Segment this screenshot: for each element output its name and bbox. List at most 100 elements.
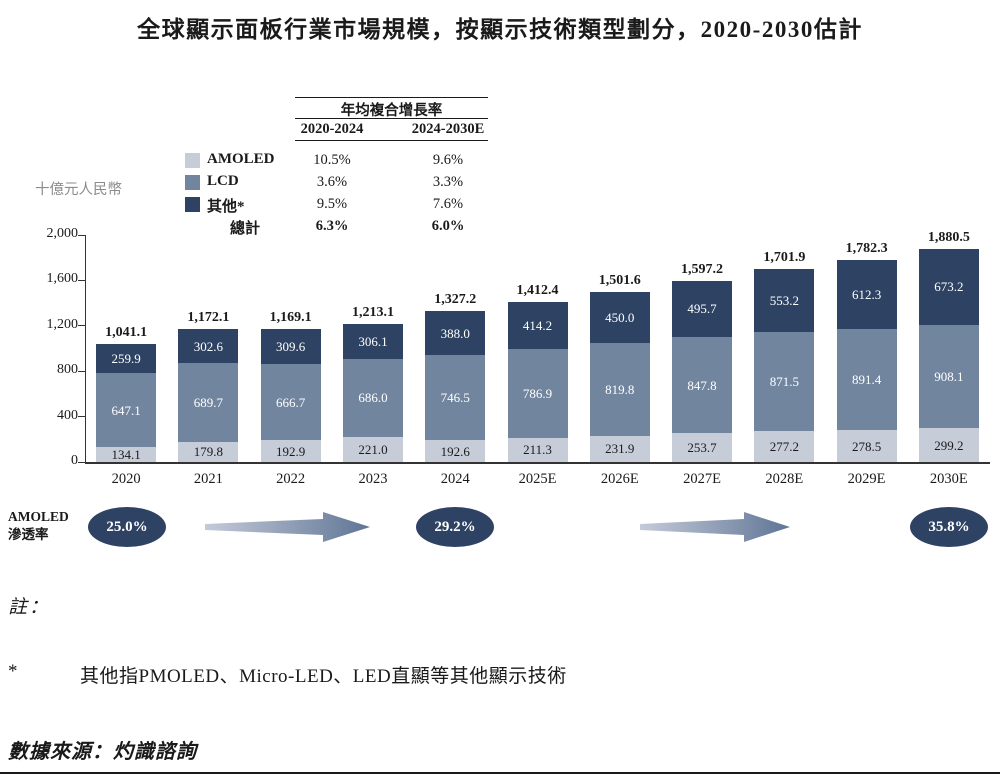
penetration-label: AMOLED 滲透率	[8, 508, 69, 544]
y-tick-label: 1,600	[46, 271, 79, 287]
right-arrow-icon	[640, 512, 790, 542]
y-tick-label: 2,000	[46, 226, 79, 241]
segment-lcd-2020: 647.1	[96, 373, 157, 447]
y-tick-mark	[78, 370, 85, 372]
x-axis-label: 2023	[358, 471, 388, 487]
bar-2027E: 495.7 847.8 253.7	[672, 280, 733, 462]
segment-lcd-2029E: 891.4	[836, 329, 897, 431]
segment-amoled-2024: 192.6	[425, 440, 486, 462]
segment-other-2023: 306.1	[342, 324, 403, 360]
cagr-value: 6.3%	[315, 218, 349, 234]
segment-amoled-2022: 192.9	[260, 440, 321, 462]
segment-lcd-2025E: 786.9	[507, 348, 568, 438]
x-axis-label: 2026E	[600, 471, 639, 487]
y-tick-mark	[78, 461, 85, 463]
bar-2023: 306.1 686.0 221.0	[342, 324, 403, 462]
segment-amoled-2026E: 231.9	[589, 435, 650, 462]
segment-amoled-2021: 179.8	[178, 441, 239, 462]
segment-value-label: 746.5	[440, 390, 470, 406]
cagr-table-title: 年均複合增長率	[340, 103, 443, 119]
note-heading: 註：	[8, 597, 51, 618]
segment-value-label: 278.5	[851, 438, 882, 454]
segment-value-label: 819.8	[605, 381, 635, 397]
segment-other-2028E: 553.2	[754, 268, 815, 332]
bar-total-label: 1,213.1	[351, 305, 394, 321]
divider	[295, 97, 488, 98]
x-axis-label: 2021	[193, 471, 223, 487]
bar-total-label: 1,782.3	[845, 240, 888, 256]
bar-2022: 309.6 666.7 192.9	[260, 329, 321, 462]
segment-value-label: 689.7	[193, 394, 224, 410]
cagr-value: 3.6%	[316, 174, 348, 190]
segment-amoled-2029E: 278.5	[836, 430, 897, 462]
divider	[295, 118, 488, 119]
segment-amoled-2023: 221.0	[342, 436, 403, 462]
segment-lcd-2021: 689.7	[178, 363, 239, 442]
x-axis-label: 2029E	[847, 471, 886, 487]
y-axis-unit-label: 十億元人民幣	[35, 182, 122, 198]
chart-title: 全球顯示面板行業市場規模，按顯示技術類型劃分，2020-2030估計	[137, 17, 863, 42]
segment-value-label: 231.9	[605, 441, 635, 457]
x-axis-label: 2022	[276, 471, 306, 487]
y-tick-label: 0	[71, 453, 78, 468]
legend-row-lcd: LCD 3.6% 3.3%	[0, 173, 500, 193]
segment-other-2030E: 673.2	[918, 248, 979, 325]
bottom-divider	[0, 772, 1000, 774]
y-tick-label: 400	[57, 407, 78, 423]
segment-other-2027E: 495.7	[672, 280, 733, 337]
segment-other-2026E: 450.0	[589, 291, 650, 343]
legend-label: LCD	[207, 173, 239, 189]
segment-lcd-2028E: 871.5	[754, 331, 815, 431]
segment-value-label: 134.1	[111, 446, 141, 462]
segment-value-label: 259.9	[111, 351, 141, 367]
x-axis-label: 2030E	[929, 471, 968, 487]
segment-value-label: 253.7	[687, 440, 717, 456]
segment-value-label: 647.1	[111, 402, 141, 418]
penetration-label-line1: AMOLED	[8, 509, 69, 524]
y-tick-mark	[78, 416, 85, 418]
bar-total-label: 1,880.5	[927, 229, 970, 245]
x-axis-label: 2025E	[518, 471, 557, 487]
legend-label: 總計	[230, 221, 261, 237]
segment-value-label: 686.0	[358, 390, 388, 406]
segment-value-label: 553.2	[769, 292, 799, 308]
penetration-badge-2024: 29.2%	[416, 507, 494, 547]
segment-lcd-2023: 686.0	[342, 359, 403, 437]
divider	[295, 140, 488, 141]
segment-amoled-2020: 134.1	[96, 446, 157, 462]
other-swatch-icon	[185, 197, 200, 212]
legend-label: AMOLED	[207, 151, 275, 167]
bar-total-label: 1,169.1	[269, 310, 312, 326]
footnote-marker: *	[8, 661, 18, 682]
segment-value-label: 211.3	[523, 442, 552, 458]
cagr-column-header-1: 2020-2024	[300, 121, 364, 137]
penetration-badge-2020: 25.0%	[88, 507, 166, 547]
segment-value-label: 388.0	[440, 325, 470, 341]
cagr-value: 7.6%	[432, 196, 464, 212]
y-axis-line	[85, 235, 86, 462]
legend-row-other: 其他* 9.5% 7.6%	[0, 195, 500, 215]
bar-2020: 259.9 647.1 134.1	[96, 343, 157, 462]
segment-amoled-2027E: 253.7	[672, 433, 733, 462]
legend-row-total: 總計 6.3% 6.0%	[0, 217, 500, 237]
segment-other-2025E: 414.2	[507, 301, 568, 349]
segment-value-label: 302.6	[193, 338, 224, 354]
segment-lcd-2027E: 847.8	[672, 336, 733, 434]
right-arrow-icon	[205, 512, 370, 542]
cagr-value: 9.6%	[432, 152, 464, 168]
segment-value-label: 908.1	[934, 369, 964, 384]
x-axis-label: 2027E	[683, 471, 721, 487]
segment-value-label: 192.6	[440, 443, 470, 459]
amoled-swatch-icon	[185, 153, 200, 168]
segment-other-2021: 302.6	[178, 328, 239, 364]
bar-2024: 388.0 746.5 192.6	[425, 311, 486, 462]
segment-value-label: 179.8	[193, 444, 224, 460]
bar-2030E: 673.2 908.1 299.2	[918, 248, 979, 462]
cagr-value: 10.5%	[313, 152, 351, 168]
segment-lcd-2022: 666.7	[260, 364, 321, 441]
cagr-value: 9.5%	[316, 196, 348, 212]
x-axis-line	[85, 462, 990, 464]
segment-other-2029E: 612.3	[836, 259, 897, 330]
y-tick-label: 800	[57, 362, 78, 378]
